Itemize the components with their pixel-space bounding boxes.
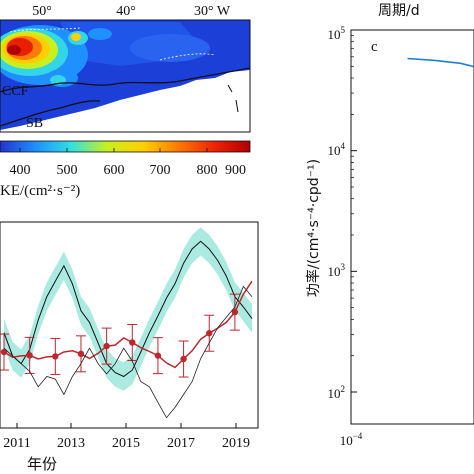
colorbar-tick-400: 400	[10, 163, 31, 178]
ts-xlabel: 年份	[27, 455, 57, 473]
sp-ytick-1e3: 103	[328, 262, 346, 279]
annual-mean-point	[231, 308, 239, 316]
annual-mean-point	[103, 342, 110, 350]
annual-mean-point	[129, 339, 136, 346]
colorbar-gradient	[0, 140, 251, 153]
sp-xtick-1e-4: 10−4	[340, 431, 363, 448]
map-panel: 50° 40° 30° W	[0, 4, 251, 199]
spectrum-panel: 周期/d c 105 104 103 102 10−4 功率/(cm⁴·s⁻⁴·…	[305, 3, 474, 448]
annual-mean-point	[26, 352, 33, 359]
ts-xtick-2011: 2011	[3, 436, 30, 451]
ts-xtick-2015: 2015	[112, 436, 140, 451]
timeseries-uncertainty-band	[4, 227, 252, 391]
ts-xtick-2013: 2013	[57, 436, 85, 451]
sp-ytick-1e5: 105	[328, 25, 346, 42]
spectrum-line	[407, 57, 474, 68]
annual-mean-point	[0, 348, 8, 356]
lon-label-30w: 30° W	[194, 4, 231, 19]
sp-ytick-1e2: 102	[328, 384, 346, 401]
lon-label-50: 50°	[32, 4, 52, 19]
ts-xtick-2017: 2017	[167, 436, 195, 451]
annual-mean-point	[52, 353, 59, 360]
lon-label-40: 40°	[116, 4, 136, 19]
ts-xtick-2019: 2019	[222, 436, 250, 451]
timeseries-frame	[0, 221, 259, 429]
colorbar-tick-900: 900	[225, 163, 246, 178]
annual-mean-point	[77, 350, 85, 358]
ccf-annotation: CCF	[2, 84, 29, 99]
secondary-line	[3, 285, 253, 419]
spectrum-top-label: 周期/d	[378, 3, 420, 19]
annual-mean-point	[206, 330, 213, 337]
annual-mean-point	[180, 355, 187, 363]
colorbar-tick-500: 500	[57, 163, 78, 178]
colorbar-tick-600: 600	[104, 163, 125, 178]
annual-mean-point	[154, 352, 162, 359]
ke-map-field	[0, 20, 250, 132]
sp-ytick-1e4: 104	[328, 141, 346, 158]
colorbar-tick-700: 700	[150, 163, 171, 178]
spectrum-ylabel: 功率/(cm⁴·s⁻⁴·cpd⁻¹)	[305, 159, 322, 297]
map-frame	[0, 19, 251, 133]
colorbar-tick-800: 800	[197, 163, 218, 178]
spectrum-panel-label: c	[371, 39, 378, 55]
monthly-line	[3, 240, 253, 378]
spectrum-frame	[350, 29, 474, 425]
colorbar-label: KE/(cm²·s⁻²)	[0, 183, 80, 199]
timeseries-panel: 2011 2013 2015 2017 2019 年份	[0, 221, 259, 473]
colorbar: 400 500 600 700 800 900 KE/(cm²·s⁻²)	[0, 140, 251, 199]
sb-annotation: SB	[26, 116, 43, 131]
